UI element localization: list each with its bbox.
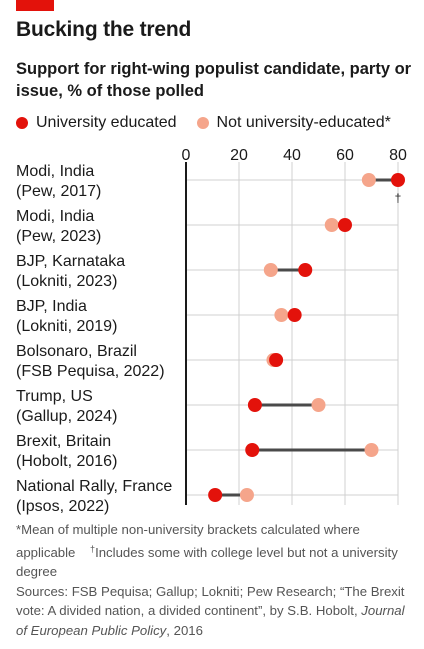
row-label: Modi, India (Pew, 2023) (16, 207, 186, 247)
legend-item-not-university: Not university-educated* (196, 114, 391, 132)
sources-suffix: , 2016 (166, 622, 203, 638)
tick-label: 20 (230, 147, 248, 164)
footnotes: *Mean of multiple non-university bracket… (16, 520, 416, 640)
row-label: BJP, Karnataka (Lokniti, 2023) (16, 252, 186, 292)
sources-journal: Journal of European Public Policy (16, 603, 405, 638)
dot-university (269, 353, 284, 367)
legend-dot-not-university (196, 117, 209, 129)
dot-not-university (361, 173, 376, 187)
row-label: Brexit, Britain (Hobolt, 2016) (16, 432, 186, 472)
row-label: Bolsonaro, Brazil (FSB Pequisa, 2022) (16, 342, 186, 382)
dot-university (247, 398, 262, 412)
footnote-dagger-mark: † (90, 543, 96, 554)
dot-not-university (324, 218, 339, 232)
sources-prefix: Sources: FSB Pequisa; Gallup; Lokniti; P… (16, 583, 405, 619)
row-label-subject: Bolsonaro, Brazil (16, 343, 137, 360)
dot-university (391, 173, 405, 187)
accent-bar (16, 0, 54, 11)
chart-title: Bucking the trend (16, 18, 192, 41)
row-label-source: (Ipsos, 2022) (16, 498, 110, 515)
legend-label-university: University educated (36, 114, 177, 131)
row-label-subject: National Rally, France (16, 478, 173, 495)
footnote-sources: Sources: FSB Pequisa; Gallup; Lokniti; P… (16, 582, 416, 641)
dot-university (298, 263, 313, 277)
footnote-dagger: Includes some with college level but not… (16, 544, 398, 580)
dot-university (338, 218, 352, 232)
row-label-source: (Lokniti, 2023) (16, 273, 118, 290)
row-label-subject: BJP, Karnataka (16, 253, 126, 270)
row-label-source: (Hobolt, 2016) (16, 453, 118, 470)
row-label-subject: Brexit, Britain (16, 433, 112, 450)
row-label-source: (FSB Pequisa, 2022) (16, 363, 165, 380)
row-label-source: (Lokniti, 2019) (16, 318, 118, 335)
row-label: BJP, India (Lokniti, 2019) (16, 297, 186, 337)
row-label-source: (Gallup, 2024) (16, 408, 118, 425)
dot-plot: 0 20 40 60 80 † (182, 147, 407, 505)
row-label-subject: Modi, India (16, 163, 95, 180)
tick-label: 0 (182, 147, 191, 164)
tick-label: 80 (389, 147, 407, 164)
dot-not-university (311, 398, 326, 412)
dot-university (208, 488, 223, 502)
tick-label: 40 (283, 147, 301, 164)
row-label-source: (Pew, 2017) (16, 183, 102, 200)
row-label-subject: Trump, US (16, 388, 93, 405)
dot-university (287, 308, 302, 322)
row-label: National Rally, France (Ipsos, 2022) (16, 477, 186, 517)
footnote-notes: *Mean of multiple non-university bracket… (16, 520, 416, 582)
row-label-subject: BJP, India (16, 298, 87, 315)
dot-not-university (274, 308, 289, 322)
legend-dot-university (16, 117, 28, 129)
row-label-subject: Modi, India (16, 208, 95, 225)
legend: University educated Not university-educa… (16, 111, 411, 135)
tick-label: 60 (336, 147, 354, 164)
row-label: Modi, India (Pew, 2017) (16, 162, 186, 202)
legend-item-university: University educated (16, 114, 177, 132)
chart-subtitle: Support for right-wing populist candidat… (16, 60, 412, 100)
legend-label-not-university: Not university-educated* (216, 114, 391, 131)
dot-not-university (263, 263, 278, 277)
dagger-mark: † (395, 191, 402, 205)
dot-not-university (239, 488, 254, 502)
row-label: Trump, US (Gallup, 2024) (16, 387, 186, 427)
row-label-source: (Pew, 2023) (16, 228, 102, 245)
dot-university (245, 443, 260, 457)
footnote-mean: *Mean of multiple non-university bracket… (16, 522, 360, 560)
dot-not-university (364, 443, 379, 457)
